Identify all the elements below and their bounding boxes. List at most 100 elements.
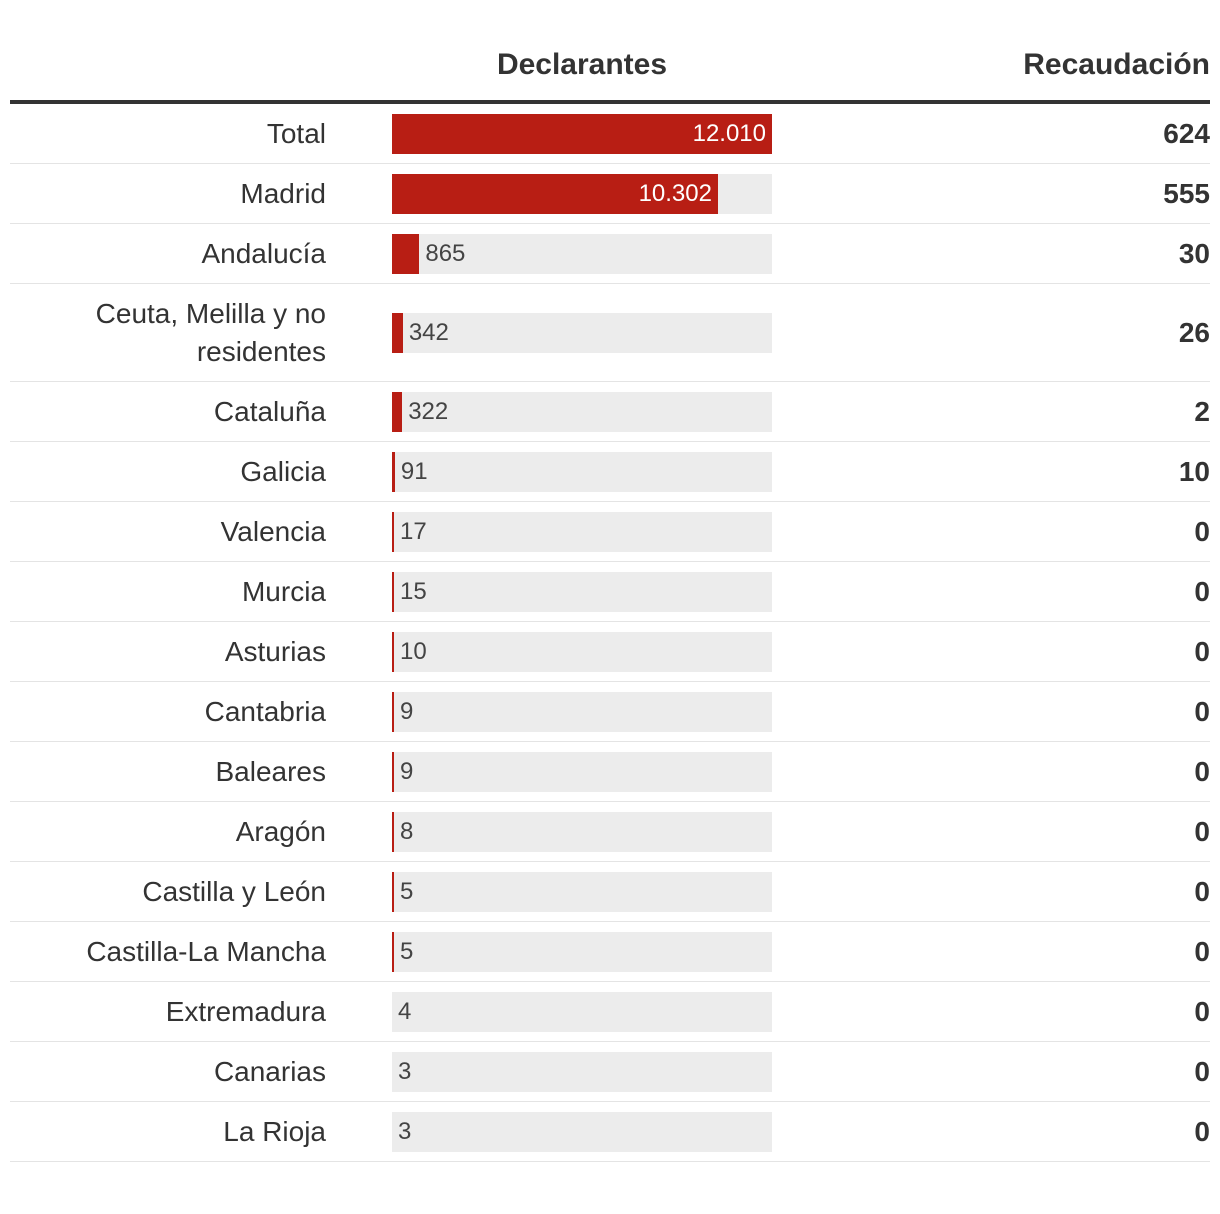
table-row: Asturias 10 0	[10, 622, 1210, 682]
category-label: Aragón	[235, 815, 326, 847]
category-label: Galicia	[240, 455, 326, 487]
table-row: Castilla y León 5 0	[10, 862, 1210, 922]
declarantes-value-label: 5	[400, 937, 414, 965]
declarantes-bar	[392, 233, 420, 274]
table-row: Ceuta, Melilla y no residentes 342 26	[10, 284, 1210, 382]
declarantes-value-label: 342	[408, 318, 449, 346]
declarantes-bar	[392, 511, 394, 552]
recaudacion-value: 0	[1194, 635, 1210, 667]
declarantes-value-label: 9	[400, 757, 414, 785]
declarantes-value-label: 9	[400, 697, 414, 725]
bar-track: 5	[392, 871, 772, 912]
declarantes-bar	[392, 173, 718, 214]
declarantes-value-label: 3	[398, 1117, 412, 1145]
declarantes-value-label: 10.302	[638, 179, 712, 207]
recaudacion-value: 624	[1163, 117, 1210, 149]
recaudacion-value: 30	[1178, 237, 1210, 269]
recaudacion-value: 0	[1194, 875, 1210, 907]
declarantes-bar	[392, 871, 394, 912]
declarantes-value-label: 865	[425, 239, 466, 267]
bar-track: 3	[392, 1111, 772, 1152]
category-label: Asturias	[224, 635, 326, 667]
bar-track: 3	[392, 1051, 772, 1092]
declarantes-value-label: 15	[400, 577, 427, 605]
category-label: Valencia	[220, 515, 326, 547]
category-label: Madrid	[240, 177, 326, 209]
recaudacion-value: 0	[1194, 815, 1210, 847]
bar-track: 9	[392, 691, 772, 732]
recaudacion-value: 2	[1194, 395, 1210, 427]
bar-track: 342	[392, 312, 772, 353]
recaudacion-value: 10	[1178, 455, 1210, 487]
category-label: Murcia	[241, 575, 326, 607]
table-row: Madrid 10.302 555	[10, 164, 1210, 224]
table-row: Castilla-La Mancha 5 0	[10, 922, 1210, 982]
recaudacion-value: 0	[1194, 515, 1210, 547]
chart-header: Declarantes Recaudación	[10, 0, 1210, 104]
category-label: Cataluña	[213, 395, 326, 427]
recaudacion-value: 0	[1194, 935, 1210, 967]
category-label: Andalucía	[201, 237, 326, 269]
recaudacion-value: 0	[1194, 695, 1210, 727]
declarantes-bar	[392, 751, 394, 792]
recaudacion-value: 26	[1178, 316, 1210, 348]
table-row: Cantabria 9 0	[10, 682, 1210, 742]
declarantes-bar	[392, 312, 403, 353]
category-label: Cantabria	[204, 695, 326, 727]
declarantes-value-label: 12.010	[692, 119, 766, 147]
declarantes-bar	[392, 931, 394, 972]
declarantes-value-label: 3	[398, 1057, 412, 1085]
table-row: Aragón 8 0	[10, 802, 1210, 862]
declarantes-bar	[392, 451, 395, 492]
bar-track: 322	[392, 391, 772, 432]
declarantes-value-label: 91	[400, 457, 428, 485]
table-row: Cataluña 322 2	[10, 382, 1210, 442]
table-row: Baleares 9 0	[10, 742, 1210, 802]
bar-track: 5	[392, 931, 772, 972]
bar-track: 9	[392, 751, 772, 792]
bar-track: 4	[392, 991, 772, 1032]
recaudacion-column-header: Recaudación	[1023, 48, 1210, 81]
declarantes-bar	[392, 691, 394, 732]
category-label: Extremadura	[165, 995, 326, 1027]
declarantes-value-label: 17	[400, 517, 427, 545]
bar-track: 865	[392, 233, 772, 274]
category-label: Ceuta, Melilla y no residentes	[95, 297, 326, 367]
recaudacion-value: 0	[1194, 575, 1210, 607]
declarantes-value-label: 10	[400, 637, 427, 665]
declarantes-bar	[392, 631, 394, 672]
recaudacion-value: 555	[1163, 177, 1210, 209]
bar-track: 10.302	[392, 173, 772, 214]
bar-track: 15	[392, 571, 772, 612]
bar-table-chart: Declarantes Recaudación Total 12.010 624 Ma…	[10, 0, 1210, 1162]
recaudacion-value: 0	[1194, 1055, 1210, 1087]
category-label: Canarias	[213, 1055, 326, 1087]
declarantes-bar	[392, 113, 772, 154]
table-row: Galicia 91 10	[10, 442, 1210, 502]
declarantes-bar	[392, 811, 394, 852]
table-row: Valencia 17 0	[10, 502, 1210, 562]
declarantes-bar	[392, 391, 403, 432]
table-row: Andalucía 865 30	[10, 224, 1210, 284]
declarantes-value-label: 322	[408, 397, 449, 425]
recaudacion-value: 0	[1194, 755, 1210, 787]
table-row: Murcia 15 0	[10, 562, 1210, 622]
category-label: Castilla-La Mancha	[86, 935, 326, 967]
category-label: Castilla y León	[142, 875, 326, 907]
bar-track: 10	[392, 631, 772, 672]
table-row: La Rioja 3 0	[10, 1102, 1210, 1162]
category-label: La Rioja	[223, 1115, 326, 1147]
bar-track: 8	[392, 811, 772, 852]
table-row: Total 12.010 624	[10, 104, 1210, 164]
recaudacion-value: 0	[1194, 1115, 1210, 1147]
category-label: Baleares	[215, 755, 326, 787]
recaudacion-value: 0	[1194, 995, 1210, 1027]
declarantes-value-label: 5	[400, 877, 414, 905]
category-label: Total	[266, 117, 326, 149]
bar-track: 17	[392, 511, 772, 552]
declarantes-column-header: Declarantes	[496, 48, 668, 81]
table-row: Extremadura 4 0	[10, 982, 1210, 1042]
declarantes-bar	[392, 571, 394, 612]
chart-rows: Total 12.010 624 Madrid 10.302 555 Andalucía 86…	[10, 104, 1210, 1162]
bar-track: 91	[392, 451, 772, 492]
